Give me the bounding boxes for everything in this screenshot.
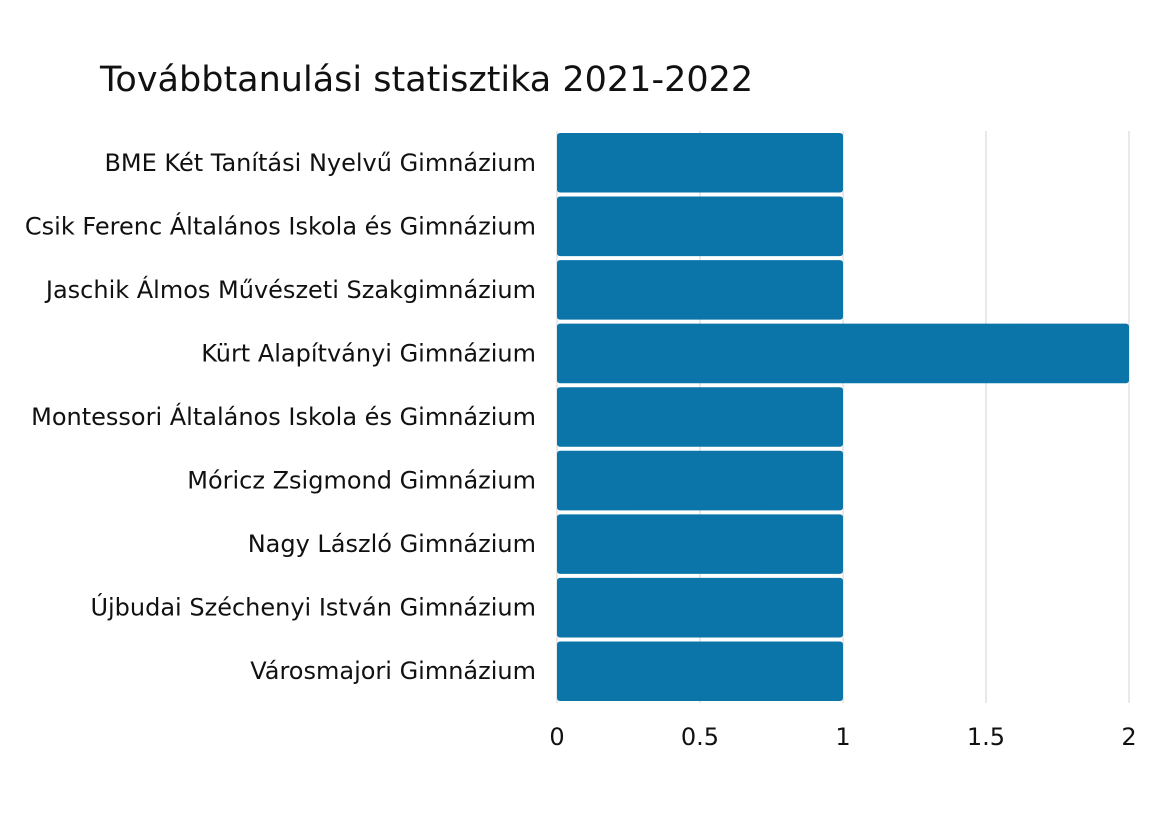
category-label: Jaschik Álmos Művészeti Szakgimnázium xyxy=(44,275,536,304)
x-tick-label: 2 xyxy=(1121,723,1136,751)
category-label: Kürt Alapítványi Gimnázium xyxy=(201,339,536,367)
category-label: Csik Ferenc Általános Iskola és Gimnáziu… xyxy=(25,211,536,240)
bar xyxy=(557,133,843,193)
bar xyxy=(557,641,843,701)
bar xyxy=(557,450,843,511)
category-label: Nagy László Gimnázium xyxy=(248,530,536,558)
category-label: Móricz Zsigmond Gimnázium xyxy=(187,467,536,495)
x-tick-label: 0 xyxy=(549,723,564,751)
bar xyxy=(557,387,843,447)
x-tick-label: 1 xyxy=(835,723,850,751)
bar xyxy=(557,323,1129,384)
x-tick-label: 1.5 xyxy=(967,723,1005,751)
category-label: Montessori Általános Iskola és Gimnázium xyxy=(31,402,536,431)
category-labels: BME Két Tanítási Nyelvű Gimnázium Csik Fe… xyxy=(25,149,536,685)
x-tick-label: 0.5 xyxy=(681,723,719,751)
category-label: Újbudai Széchenyi István Gimnázium xyxy=(90,592,536,622)
chart-title: Továbbtanulási statisztika 2021-2022 xyxy=(100,60,754,100)
bars xyxy=(557,133,1129,701)
bar xyxy=(557,514,843,574)
category-label: BME Két Tanítási Nyelvű Gimnázium xyxy=(104,149,536,177)
x-tick-labels: 0 0.5 1 1.5 2 xyxy=(549,723,1136,751)
bar xyxy=(557,196,843,257)
bar xyxy=(557,577,843,638)
bar xyxy=(557,260,843,320)
category-label: Városmajori Gimnázium xyxy=(250,657,536,685)
